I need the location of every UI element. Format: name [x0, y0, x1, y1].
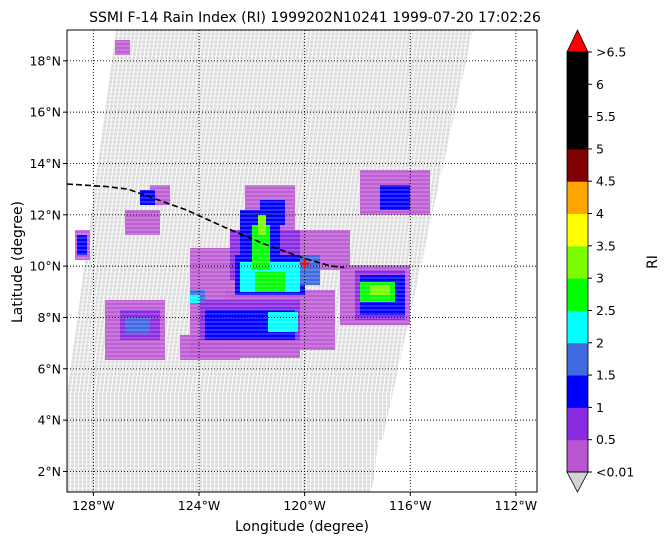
x-tick-label: 116°W — [389, 498, 431, 513]
y-tick-label: 4°N — [37, 413, 61, 428]
plot-title: SSMI F-14 Rain Index (RI) 1999202N10241 … — [89, 10, 541, 26]
rain-pixel-block — [258, 215, 266, 235]
rain-pixel-block — [380, 185, 410, 210]
rain-pixel-block — [77, 235, 87, 255]
colorbar-segment — [567, 213, 588, 247]
colorbar-segment — [567, 407, 588, 441]
colorbar-tick-label: <0.01 — [596, 465, 634, 480]
map-area — [66, 29, 538, 493]
y-tick-label: 6°N — [37, 361, 61, 376]
colorbar-tick-label: 1.5 — [596, 368, 616, 383]
rain-pixel-block — [125, 318, 150, 333]
colorbar-segment — [567, 52, 588, 85]
colorbar-segment — [567, 84, 588, 118]
y-tick-label: 2°N — [37, 464, 61, 479]
colorbar-segment — [567, 439, 588, 473]
colorbar-tick-label: 0.5 — [596, 432, 616, 447]
colorbar-tick-label: 2.5 — [596, 303, 616, 318]
x-tick-label: 124°W — [178, 498, 220, 513]
colorbar: <0.01 0.5 1 1.5 2 2.5 3 3.5 4 4.5 5 5.5 6 >6.5 — [566, 29, 634, 493]
colorbar-segment — [567, 375, 588, 408]
colorbar-tick-label: 5.5 — [596, 109, 616, 124]
map-gridlines — [67, 30, 537, 492]
colorbar-tick-label: 1 — [596, 400, 604, 415]
x-tick-label: 112°W — [495, 498, 537, 513]
rain-index-pixels — [67, 30, 537, 491]
y-tick-label: 18°N — [29, 53, 61, 68]
storm-center-marker — [299, 258, 310, 269]
colorbar-tick-label: 5 — [596, 141, 604, 156]
rain-pixel-block — [115, 40, 130, 55]
colorbar-segment — [567, 245, 588, 279]
rain-pixel-block — [268, 312, 298, 332]
rain-pixel-block — [370, 285, 390, 295]
colorbar-tick-label: 2 — [596, 335, 604, 350]
colorbar-tick-label: 3.5 — [596, 238, 616, 253]
storm-track-line — [67, 183, 345, 269]
y-tick-label: 8°N — [37, 310, 61, 325]
colorbar-label: RI — [645, 255, 661, 269]
colorbar-top-label: >6.5 — [596, 45, 626, 60]
y-axis-label: Latitude (degree) — [10, 201, 26, 323]
x-axis-ticks: 128°W 124°W 120°W 116°W 112°W — [72, 492, 537, 513]
map-frame — [66, 29, 538, 493]
colorbar-tick-label: 4 — [596, 206, 604, 221]
rain-pixel-block — [140, 190, 155, 205]
colorbar-over-arrow — [566, 29, 589, 53]
colorbar-segment — [567, 342, 588, 376]
colorbar-segment — [567, 181, 588, 215]
colorbar-frame — [566, 51, 589, 473]
x-tick-label: 128°W — [72, 498, 114, 513]
pixel-texture — [67, 30, 537, 491]
colorbar-tick-label: 4.5 — [596, 174, 616, 189]
x-tick-label: 120°W — [283, 498, 325, 513]
rain-pixel-block — [255, 272, 285, 292]
colorbar-segment — [567, 278, 588, 311]
rain-pixel-block — [125, 210, 160, 235]
y-tick-label: 12°N — [29, 207, 61, 222]
rain-pixel-block — [190, 295, 200, 303]
colorbar-tick-label: 6 — [596, 77, 604, 92]
y-axis-ticks: 2°N 4°N 6°N 8°N 10°N 12°N 14°N 16°N 18°N — [29, 53, 67, 479]
colorbar-segment — [567, 310, 588, 344]
storm-center-cross — [299, 258, 310, 269]
colorbar-segment — [567, 148, 588, 182]
colorbar-under-arrow — [566, 471, 589, 493]
rain-pixel-block — [252, 225, 270, 270]
x-axis-label: Longitude (degree) — [235, 519, 369, 535]
colorbar-tick-label: 3 — [596, 271, 604, 286]
colorbar-segment — [567, 116, 588, 150]
y-tick-label: 14°N — [29, 156, 61, 171]
y-tick-label: 16°N — [29, 105, 61, 120]
y-tick-label: 10°N — [29, 259, 61, 274]
